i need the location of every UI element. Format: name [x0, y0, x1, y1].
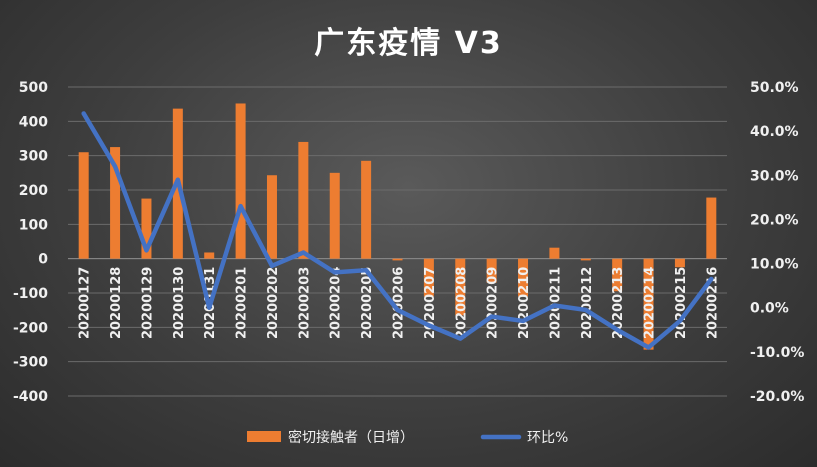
- line-point: [552, 303, 557, 308]
- line-point: [646, 345, 651, 350]
- line-point: [269, 263, 274, 268]
- category-label: 20200128: [109, 267, 124, 339]
- bar: [392, 258, 403, 261]
- line-point: [395, 307, 400, 312]
- line-point: [458, 336, 463, 341]
- bar: [518, 258, 529, 297]
- y-left-tick-label: 400: [19, 114, 48, 130]
- category-label: 20200207: [423, 267, 438, 339]
- y-left-tick-label: 100: [19, 217, 48, 233]
- category-label: 20200202: [266, 267, 281, 339]
- bar: [706, 197, 717, 259]
- y-right-tick-label: 30.0%: [750, 168, 799, 184]
- bar: [455, 258, 466, 316]
- category-label: 20200127: [78, 267, 93, 339]
- bar: [78, 152, 89, 259]
- bar: [361, 160, 372, 259]
- category-label: 20200209: [486, 267, 501, 339]
- y-left-tick-label: -100: [13, 286, 48, 302]
- category-label: 20200205: [360, 267, 375, 339]
- bar: [204, 252, 215, 259]
- category-label: 20200208: [454, 267, 469, 339]
- category-label: 20200130: [172, 267, 187, 339]
- category-label: 20200215: [674, 267, 689, 339]
- y-left-tick-label: -400: [13, 389, 48, 405]
- y-left-tick-label: -200: [13, 320, 48, 336]
- line-point: [207, 305, 212, 310]
- chart-title: 广东疫情 V3: [314, 26, 503, 61]
- bar: [141, 198, 152, 259]
- y-right-tick-label: 50.0%: [750, 80, 799, 96]
- bar: [549, 247, 560, 259]
- bar: [486, 258, 497, 283]
- category-label: 20200204: [329, 267, 344, 339]
- line-point: [113, 164, 118, 169]
- bar: [298, 141, 309, 259]
- line-point: [583, 307, 588, 312]
- y-right-tick-label: 10.0%: [750, 257, 799, 273]
- y-left-tick-label: 300: [19, 149, 48, 165]
- category-label: 20200213: [611, 267, 626, 339]
- line-point: [301, 250, 306, 255]
- category-label: 20200214: [643, 267, 658, 339]
- bar: [423, 258, 434, 297]
- line-point: [677, 318, 682, 323]
- line-point: [426, 323, 431, 328]
- category-label: 20200129: [140, 267, 155, 339]
- y-right-tick-label: -20.0%: [750, 389, 804, 405]
- bar: [674, 258, 685, 268]
- y-left-tick-label: 500: [19, 80, 48, 96]
- bar: [580, 258, 591, 261]
- legend-label-line: 环比%: [527, 430, 568, 446]
- legend-swatch-bar: [247, 431, 281, 442]
- bar: [643, 258, 654, 350]
- y-left-tick-label: 0: [38, 252, 48, 268]
- line-point: [144, 248, 149, 253]
- bar: [110, 147, 121, 259]
- line-point: [521, 318, 526, 323]
- legend-label-bar: 密切接触者（日增）: [288, 429, 414, 446]
- line-point: [489, 314, 494, 319]
- category-label: 20200212: [580, 267, 595, 339]
- category-label: 20200203: [297, 267, 312, 339]
- line-point: [332, 270, 337, 275]
- line-point: [238, 204, 243, 209]
- line-point: [175, 177, 180, 182]
- line-point: [81, 111, 86, 116]
- y-right-tick-label: 40.0%: [750, 124, 799, 140]
- line-point: [615, 327, 620, 332]
- category-label: 20200211: [548, 267, 563, 339]
- bar: [235, 103, 246, 259]
- bar: [612, 258, 623, 292]
- category-label: 20200210: [517, 267, 532, 339]
- y-left-tick-label: 200: [19, 183, 48, 199]
- y-left-tick-label: -300: [13, 355, 48, 371]
- category-label: 20200206: [392, 267, 407, 339]
- bar: [329, 172, 340, 259]
- line-point: [709, 277, 714, 282]
- y-right-tick-label: 20.0%: [750, 212, 799, 228]
- y-right-tick-label: -10.0%: [750, 345, 804, 361]
- category-label: 20200201: [235, 267, 250, 339]
- y-right-tick-label: 0.0%: [750, 301, 789, 317]
- bar: [266, 175, 277, 259]
- line-point: [364, 268, 369, 273]
